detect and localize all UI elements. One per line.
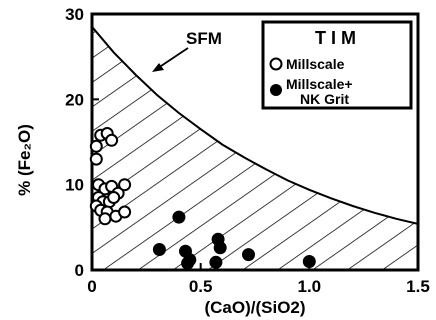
millscale-point [89, 152, 103, 166]
legend-filled-circle-marker [270, 84, 282, 96]
y-tick-label: 30 [65, 5, 84, 24]
millscale-nk-grit-point [152, 243, 166, 256]
x-tick-label: 0 [87, 277, 96, 296]
y-tick-label: 10 [65, 176, 84, 195]
y-tick-label: 0 [75, 261, 84, 280]
millscale-point [118, 205, 132, 219]
sfm-boundary-curve [92, 26, 418, 225]
millscale-nk-grit-point [213, 241, 227, 255]
millscale-point [107, 191, 121, 204]
millscale-point [98, 212, 112, 226]
x-tick-label: 0.5 [189, 277, 213, 296]
millscale-nk-grit-point [172, 210, 186, 224]
sfm-hatched-region [92, 26, 418, 270]
legend-entry-grit-line2: NK Grit [300, 91, 349, 107]
legend-box [261, 20, 413, 110]
millscale-point [118, 178, 132, 192]
legend: TIM Millscale Millscale+ NK Grit [261, 20, 413, 110]
millscale-point [89, 139, 103, 153]
legend-entry-millscale: Millscale [286, 56, 345, 72]
millscale-nk-grit-point [302, 255, 316, 268]
y-axis-label: % (Fe₂O) [15, 124, 34, 196]
region-label-arrowhead [152, 63, 164, 72]
legend-entry-grit-line1: Millscale+ [286, 76, 353, 92]
legend-title: TIM [315, 28, 361, 48]
millscale-nk-grit-point [181, 256, 195, 270]
region-label: SFM [186, 29, 222, 48]
y-tick-label: 20 [65, 90, 84, 109]
millscale-nk-grit-point [209, 255, 223, 269]
x-tick-label: 1.0 [298, 277, 322, 296]
millscale-point [105, 133, 119, 147]
x-tick-label: 1.5 [406, 277, 430, 296]
legend-open-circle-marker [269, 57, 283, 71]
region-label-leader [157, 47, 189, 69]
millscale-nk-grit-point [242, 248, 255, 262]
x-axis-label: (CaO)/(SiO2) [204, 298, 305, 317]
